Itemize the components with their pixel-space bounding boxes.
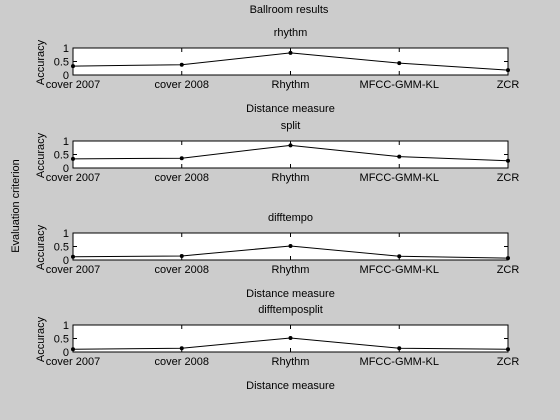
x-tick-label: ZCR	[497, 172, 520, 184]
data-point	[397, 154, 402, 159]
y-axis-label: Accuracy	[35, 132, 47, 178]
y-tick-label: 1	[63, 43, 69, 55]
y-axis-label: Accuracy	[35, 316, 47, 362]
x-tick-label: Rhythm	[272, 356, 310, 368]
x-tick-label: ZCR	[497, 79, 520, 91]
x-tick-label: MFCC-GMM-KL	[360, 172, 439, 184]
x-tick-label: Rhythm	[272, 172, 310, 184]
x-axis-label: Distance measure	[246, 380, 335, 392]
x-tick-label: cover 2008	[155, 356, 209, 368]
data-point	[288, 243, 293, 248]
y-axis-label: Accuracy	[35, 39, 47, 85]
x-tick-label: MFCC-GMM-KL	[360, 79, 439, 91]
data-point	[397, 346, 402, 351]
y-tick-label: 0.5	[54, 242, 69, 254]
subplot-4: difftemposplit 00.5 1 cover 2007 cover 2008 R…	[35, 304, 519, 392]
y-tick-label: 1	[63, 320, 69, 332]
y-tick-label: 0.5	[54, 150, 69, 162]
x-tick-label: cover 2008	[155, 172, 209, 184]
x-tick-label: MFCC-GMM-KL	[360, 264, 439, 276]
x-tick-label: cover 2007	[46, 172, 100, 184]
data-point	[288, 335, 293, 340]
x-tick-label: cover 2008	[155, 79, 209, 91]
data-point	[397, 61, 402, 66]
x-axis-label: Distance measure	[246, 288, 335, 300]
y-tick-label: 0.5	[54, 334, 69, 346]
data-point	[506, 68, 510, 73]
data-point	[71, 64, 75, 69]
data-point	[506, 256, 510, 261]
x-tick-label: cover 2007	[46, 356, 100, 368]
y-tick-label: 1	[63, 136, 69, 148]
side-label: Evaluation criterion	[10, 159, 22, 253]
x-tick-label: ZCR	[497, 356, 520, 368]
y-tick-label: 0	[63, 347, 69, 359]
data-point	[179, 156, 184, 161]
subplot-title: split	[281, 120, 301, 132]
subplot-3: difftempo 00.5 1 cover 2007 cover 2008 Rhythm…	[35, 212, 519, 300]
y-axis-label: Accuracy	[35, 224, 47, 270]
data-point	[179, 62, 184, 67]
y-tick-label: 0	[63, 255, 69, 267]
x-tick-label: MFCC-GMM-KL	[360, 356, 439, 368]
data-point	[288, 143, 293, 148]
subplot-title: difftemposplit	[258, 304, 323, 316]
figure-title: Ballroom results	[250, 4, 329, 16]
x-tick-label: Rhythm	[272, 79, 310, 91]
data-point	[71, 156, 75, 161]
data-point	[71, 254, 75, 259]
data-point	[397, 254, 402, 259]
x-tick-label: cover 2007	[46, 79, 100, 91]
x-axis-label: Distance measure	[246, 103, 335, 115]
data-point	[506, 158, 510, 163]
subplot-title: rhythm	[274, 27, 308, 39]
y-tick-label: 0	[63, 163, 69, 175]
x-tick-label: cover 2007	[46, 264, 100, 276]
x-tick-label: Rhythm	[272, 264, 310, 276]
data-point	[288, 50, 293, 55]
data-point	[71, 347, 75, 352]
y-tick-label: 0	[63, 70, 69, 82]
y-tick-label: 0.5	[54, 57, 69, 69]
data-point	[179, 253, 184, 258]
subplot-2: split 00.5 1 cover 2007 cover 2008 Rhythm MFCC…	[35, 120, 519, 184]
y-tick-label: 1	[63, 228, 69, 240]
x-tick-label: ZCR	[497, 264, 520, 276]
x-tick-label: cover 2008	[155, 264, 209, 276]
data-point	[506, 347, 510, 352]
subplot-title: difftempo	[268, 212, 313, 224]
data-point	[179, 346, 184, 351]
subplot-1: rhythm 00.5 1 cover 2007 cover 2008 Rhythm MFC…	[35, 27, 519, 115]
